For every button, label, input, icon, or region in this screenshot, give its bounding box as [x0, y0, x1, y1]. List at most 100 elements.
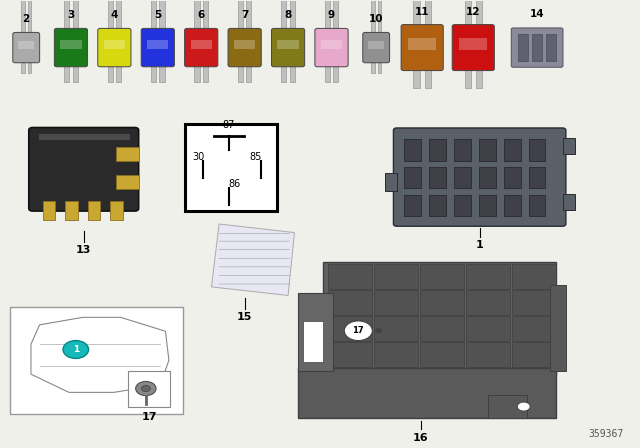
Text: 3: 3	[67, 10, 75, 20]
Bar	[328, 342, 372, 367]
Bar	[116, 175, 139, 189]
Bar	[38, 134, 130, 140]
Bar	[108, 0, 113, 82]
Bar	[529, 139, 545, 160]
Bar	[529, 167, 545, 188]
Text: 1: 1	[73, 345, 79, 354]
Bar	[333, 0, 339, 82]
Bar	[512, 342, 556, 367]
Bar	[454, 167, 470, 188]
FancyBboxPatch shape	[141, 28, 174, 67]
Bar	[298, 368, 556, 418]
FancyBboxPatch shape	[452, 25, 494, 71]
Bar	[512, 316, 556, 340]
Bar	[512, 290, 556, 314]
Bar	[408, 38, 436, 50]
Text: 12: 12	[466, 7, 481, 17]
Bar	[328, 290, 372, 314]
FancyBboxPatch shape	[323, 262, 556, 375]
Text: 17: 17	[141, 413, 157, 422]
Bar	[467, 264, 509, 289]
Text: 10: 10	[369, 14, 383, 24]
FancyBboxPatch shape	[401, 25, 444, 71]
Bar	[195, 0, 200, 82]
Bar	[550, 285, 566, 371]
Bar	[147, 39, 168, 49]
Bar	[488, 395, 527, 418]
Bar	[467, 342, 509, 367]
FancyBboxPatch shape	[394, 128, 566, 226]
Text: 8: 8	[284, 10, 292, 20]
Bar	[368, 41, 385, 49]
Bar	[60, 39, 82, 49]
Circle shape	[141, 385, 150, 392]
Bar	[116, 147, 139, 161]
Text: 30: 30	[192, 151, 204, 162]
Bar	[504, 139, 520, 160]
Bar	[298, 293, 333, 371]
Bar	[424, 0, 431, 87]
FancyBboxPatch shape	[228, 28, 261, 67]
Bar	[413, 0, 420, 87]
Bar	[529, 194, 545, 216]
Bar	[563, 138, 575, 154]
Circle shape	[517, 402, 530, 411]
Bar	[547, 34, 556, 61]
FancyBboxPatch shape	[54, 28, 88, 67]
Bar	[110, 201, 122, 220]
Bar	[467, 290, 509, 314]
Bar	[420, 316, 464, 340]
Bar	[234, 39, 255, 49]
Text: 7: 7	[241, 10, 248, 20]
Bar	[476, 0, 482, 87]
Bar	[203, 0, 208, 82]
Bar	[43, 201, 55, 220]
Bar	[28, 0, 31, 73]
Bar	[479, 139, 495, 160]
Bar	[21, 0, 25, 73]
Bar	[563, 194, 575, 210]
FancyBboxPatch shape	[29, 128, 139, 211]
FancyBboxPatch shape	[13, 32, 40, 63]
Circle shape	[63, 340, 88, 358]
Bar	[191, 39, 212, 49]
Bar	[385, 173, 397, 191]
Text: 9: 9	[328, 10, 335, 20]
FancyBboxPatch shape	[315, 28, 348, 67]
Text: 14: 14	[530, 9, 545, 19]
Bar	[371, 0, 375, 73]
Bar	[151, 0, 156, 82]
Bar	[65, 201, 77, 220]
Bar	[290, 0, 295, 82]
Bar	[328, 264, 372, 289]
FancyBboxPatch shape	[511, 28, 563, 67]
Text: 85: 85	[250, 151, 262, 162]
Text: 4: 4	[111, 10, 118, 20]
Bar	[64, 0, 69, 82]
Bar	[238, 0, 243, 82]
Bar	[512, 264, 556, 289]
Bar	[303, 321, 323, 362]
Bar	[420, 342, 464, 367]
Bar	[321, 39, 342, 49]
Text: 15: 15	[237, 312, 252, 323]
Bar	[72, 0, 77, 82]
Bar	[467, 316, 509, 340]
Bar	[129, 371, 170, 407]
Text: 11: 11	[415, 7, 429, 17]
Bar	[246, 0, 252, 82]
Circle shape	[136, 381, 156, 396]
Bar	[18, 41, 35, 49]
Bar	[324, 0, 330, 82]
Bar	[116, 0, 121, 82]
Circle shape	[376, 328, 382, 333]
Bar	[420, 290, 464, 314]
Bar	[374, 316, 418, 340]
Bar	[404, 139, 421, 160]
FancyBboxPatch shape	[363, 32, 390, 63]
Bar	[532, 34, 542, 61]
Bar	[374, 264, 418, 289]
Bar	[10, 306, 182, 414]
Bar	[184, 124, 277, 211]
Bar	[88, 201, 100, 220]
